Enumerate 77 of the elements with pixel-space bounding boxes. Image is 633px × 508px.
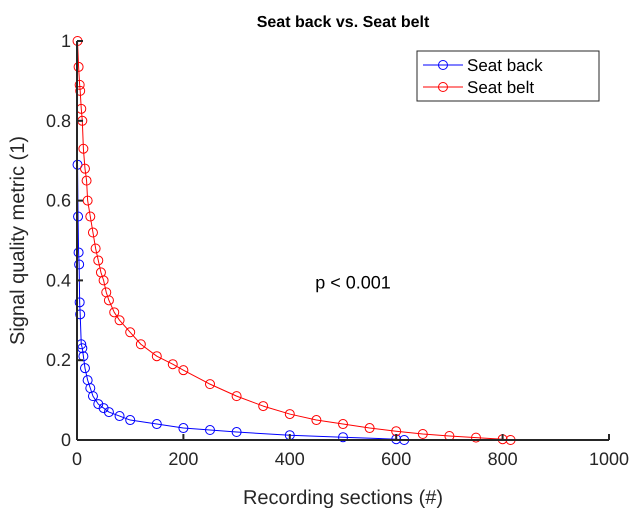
point bbox=[90, 243, 101, 254]
point bbox=[75, 86, 86, 96]
annotation: p < 0.001 bbox=[315, 272, 391, 292]
point bbox=[471, 432, 481, 443]
point bbox=[72, 160, 83, 170]
y-tick-label: 0 bbox=[60, 430, 71, 450]
point bbox=[364, 423, 375, 434]
point bbox=[205, 425, 215, 436]
point bbox=[399, 435, 410, 445]
point bbox=[96, 267, 106, 278]
point bbox=[73, 212, 84, 222]
point bbox=[104, 295, 114, 306]
point bbox=[311, 415, 322, 426]
point bbox=[109, 307, 120, 318]
point bbox=[80, 363, 90, 374]
point bbox=[178, 423, 188, 434]
point bbox=[125, 415, 136, 426]
x-tick-label: 1000 bbox=[588, 449, 630, 469]
point bbox=[88, 228, 98, 238]
point bbox=[338, 419, 348, 430]
point bbox=[391, 426, 402, 436]
point bbox=[93, 255, 104, 266]
point bbox=[284, 409, 295, 420]
point bbox=[77, 116, 88, 126]
point bbox=[78, 144, 88, 154]
point bbox=[74, 62, 84, 72]
y-tick-label: 1 bbox=[60, 31, 71, 51]
point bbox=[232, 427, 242, 438]
point bbox=[77, 343, 88, 354]
legend-label: Seat back bbox=[467, 56, 544, 75]
point bbox=[136, 339, 146, 350]
point bbox=[98, 403, 109, 414]
point bbox=[114, 411, 125, 422]
point bbox=[232, 391, 242, 402]
point bbox=[101, 287, 112, 298]
chart-title: Seat back vs. Seat belt bbox=[256, 14, 430, 31]
y-tick-label: 0.4 bbox=[46, 270, 71, 290]
point bbox=[82, 375, 93, 386]
point bbox=[82, 196, 93, 206]
y-axis-title: Signal quality metric (1) bbox=[7, 136, 29, 345]
point bbox=[152, 419, 162, 430]
x-tick-label: 200 bbox=[168, 449, 198, 469]
point bbox=[82, 176, 92, 186]
point bbox=[74, 259, 84, 270]
point bbox=[178, 365, 188, 376]
x-tick-label: 400 bbox=[274, 449, 305, 469]
point bbox=[418, 429, 428, 440]
point bbox=[104, 407, 114, 418]
point bbox=[284, 430, 295, 440]
point bbox=[498, 434, 508, 444]
point bbox=[74, 80, 85, 90]
x-axis-title: Recording sections (#) bbox=[242, 487, 444, 508]
y-tick-label: 0.2 bbox=[46, 350, 71, 370]
point bbox=[75, 309, 86, 320]
y-tick-label: 0.6 bbox=[46, 190, 71, 211]
x-tick-label: 600 bbox=[381, 449, 412, 469]
point bbox=[85, 212, 96, 222]
y-tick-label: 0.8 bbox=[46, 110, 71, 131]
point bbox=[78, 351, 88, 362]
point bbox=[88, 391, 98, 402]
point bbox=[168, 359, 178, 370]
point bbox=[80, 164, 90, 174]
point bbox=[338, 432, 348, 442]
point bbox=[114, 315, 125, 326]
point bbox=[258, 401, 268, 412]
point bbox=[74, 297, 85, 308]
point bbox=[506, 435, 516, 445]
point bbox=[85, 383, 96, 394]
point bbox=[74, 247, 84, 258]
point bbox=[98, 275, 109, 286]
point bbox=[391, 434, 402, 444]
point bbox=[93, 399, 104, 410]
x-tick-label: 800 bbox=[488, 449, 518, 469]
legend-label: Seat belt bbox=[467, 78, 534, 97]
point bbox=[125, 327, 136, 338]
point bbox=[152, 351, 162, 362]
point bbox=[205, 379, 215, 390]
